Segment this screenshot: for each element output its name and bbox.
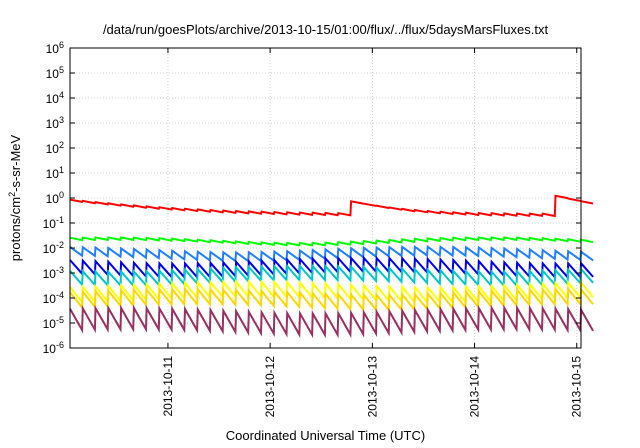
y-tick-label: 105 xyxy=(46,65,64,81)
y-tick-label: 10-5 xyxy=(43,315,64,331)
y-axis-ticks: 10-6 10-5 10-4 10-3 10-2 10-1 100 101 102 103 104 1… xyxy=(43,40,581,356)
x-axis-ticks: 2013-10-11 2013-10-12 2013-10-13 2013-10-14… xyxy=(161,48,584,417)
chart-title: /data/run/goesPlots/archive/2013-10-15/0… xyxy=(103,22,549,37)
y-tick-label: 10-3 xyxy=(43,265,64,281)
series-line-7 xyxy=(69,286,594,313)
y-tick-label: 104 xyxy=(46,90,64,106)
y-tick-label: 101 xyxy=(46,165,64,181)
x-tick-label: 2013-10-14 xyxy=(468,356,482,418)
y-tick-label: 100 xyxy=(46,190,64,206)
series-line-8 xyxy=(69,304,594,339)
y-axis-title-rest: -s-sr-MeV xyxy=(8,134,23,191)
y-axis-title-main: protons/cm xyxy=(8,197,23,261)
x-tick-label: 2013-10-11 xyxy=(161,356,175,417)
series-line-3 xyxy=(69,244,594,263)
y-tick-label: 10-1 xyxy=(43,215,64,231)
x-tick-label: 2013-10-13 xyxy=(365,356,379,418)
y-axis-title-sup: 2 xyxy=(7,192,17,197)
series-line-2 xyxy=(69,236,594,247)
series-line-5 xyxy=(69,263,594,288)
x-axis-title: Coordinated Universal Time (UTC) xyxy=(226,428,425,443)
x-tick-label: 2013-10-15 xyxy=(570,356,584,418)
y-tick-label: 10-6 xyxy=(43,340,64,356)
series-line-1 xyxy=(69,194,594,218)
x-tick-label: 2013-10-12 xyxy=(263,356,277,418)
y-tick-label: 106 xyxy=(46,40,64,56)
series-group xyxy=(69,194,594,339)
y-tick-label: 103 xyxy=(46,115,64,131)
y-axis-title: protons/cm2-s-sr-MeV xyxy=(7,134,23,261)
y-tick-label: 102 xyxy=(46,140,64,156)
y-tick-label: 10-4 xyxy=(43,290,64,306)
y-tick-label: 10-2 xyxy=(43,240,64,256)
